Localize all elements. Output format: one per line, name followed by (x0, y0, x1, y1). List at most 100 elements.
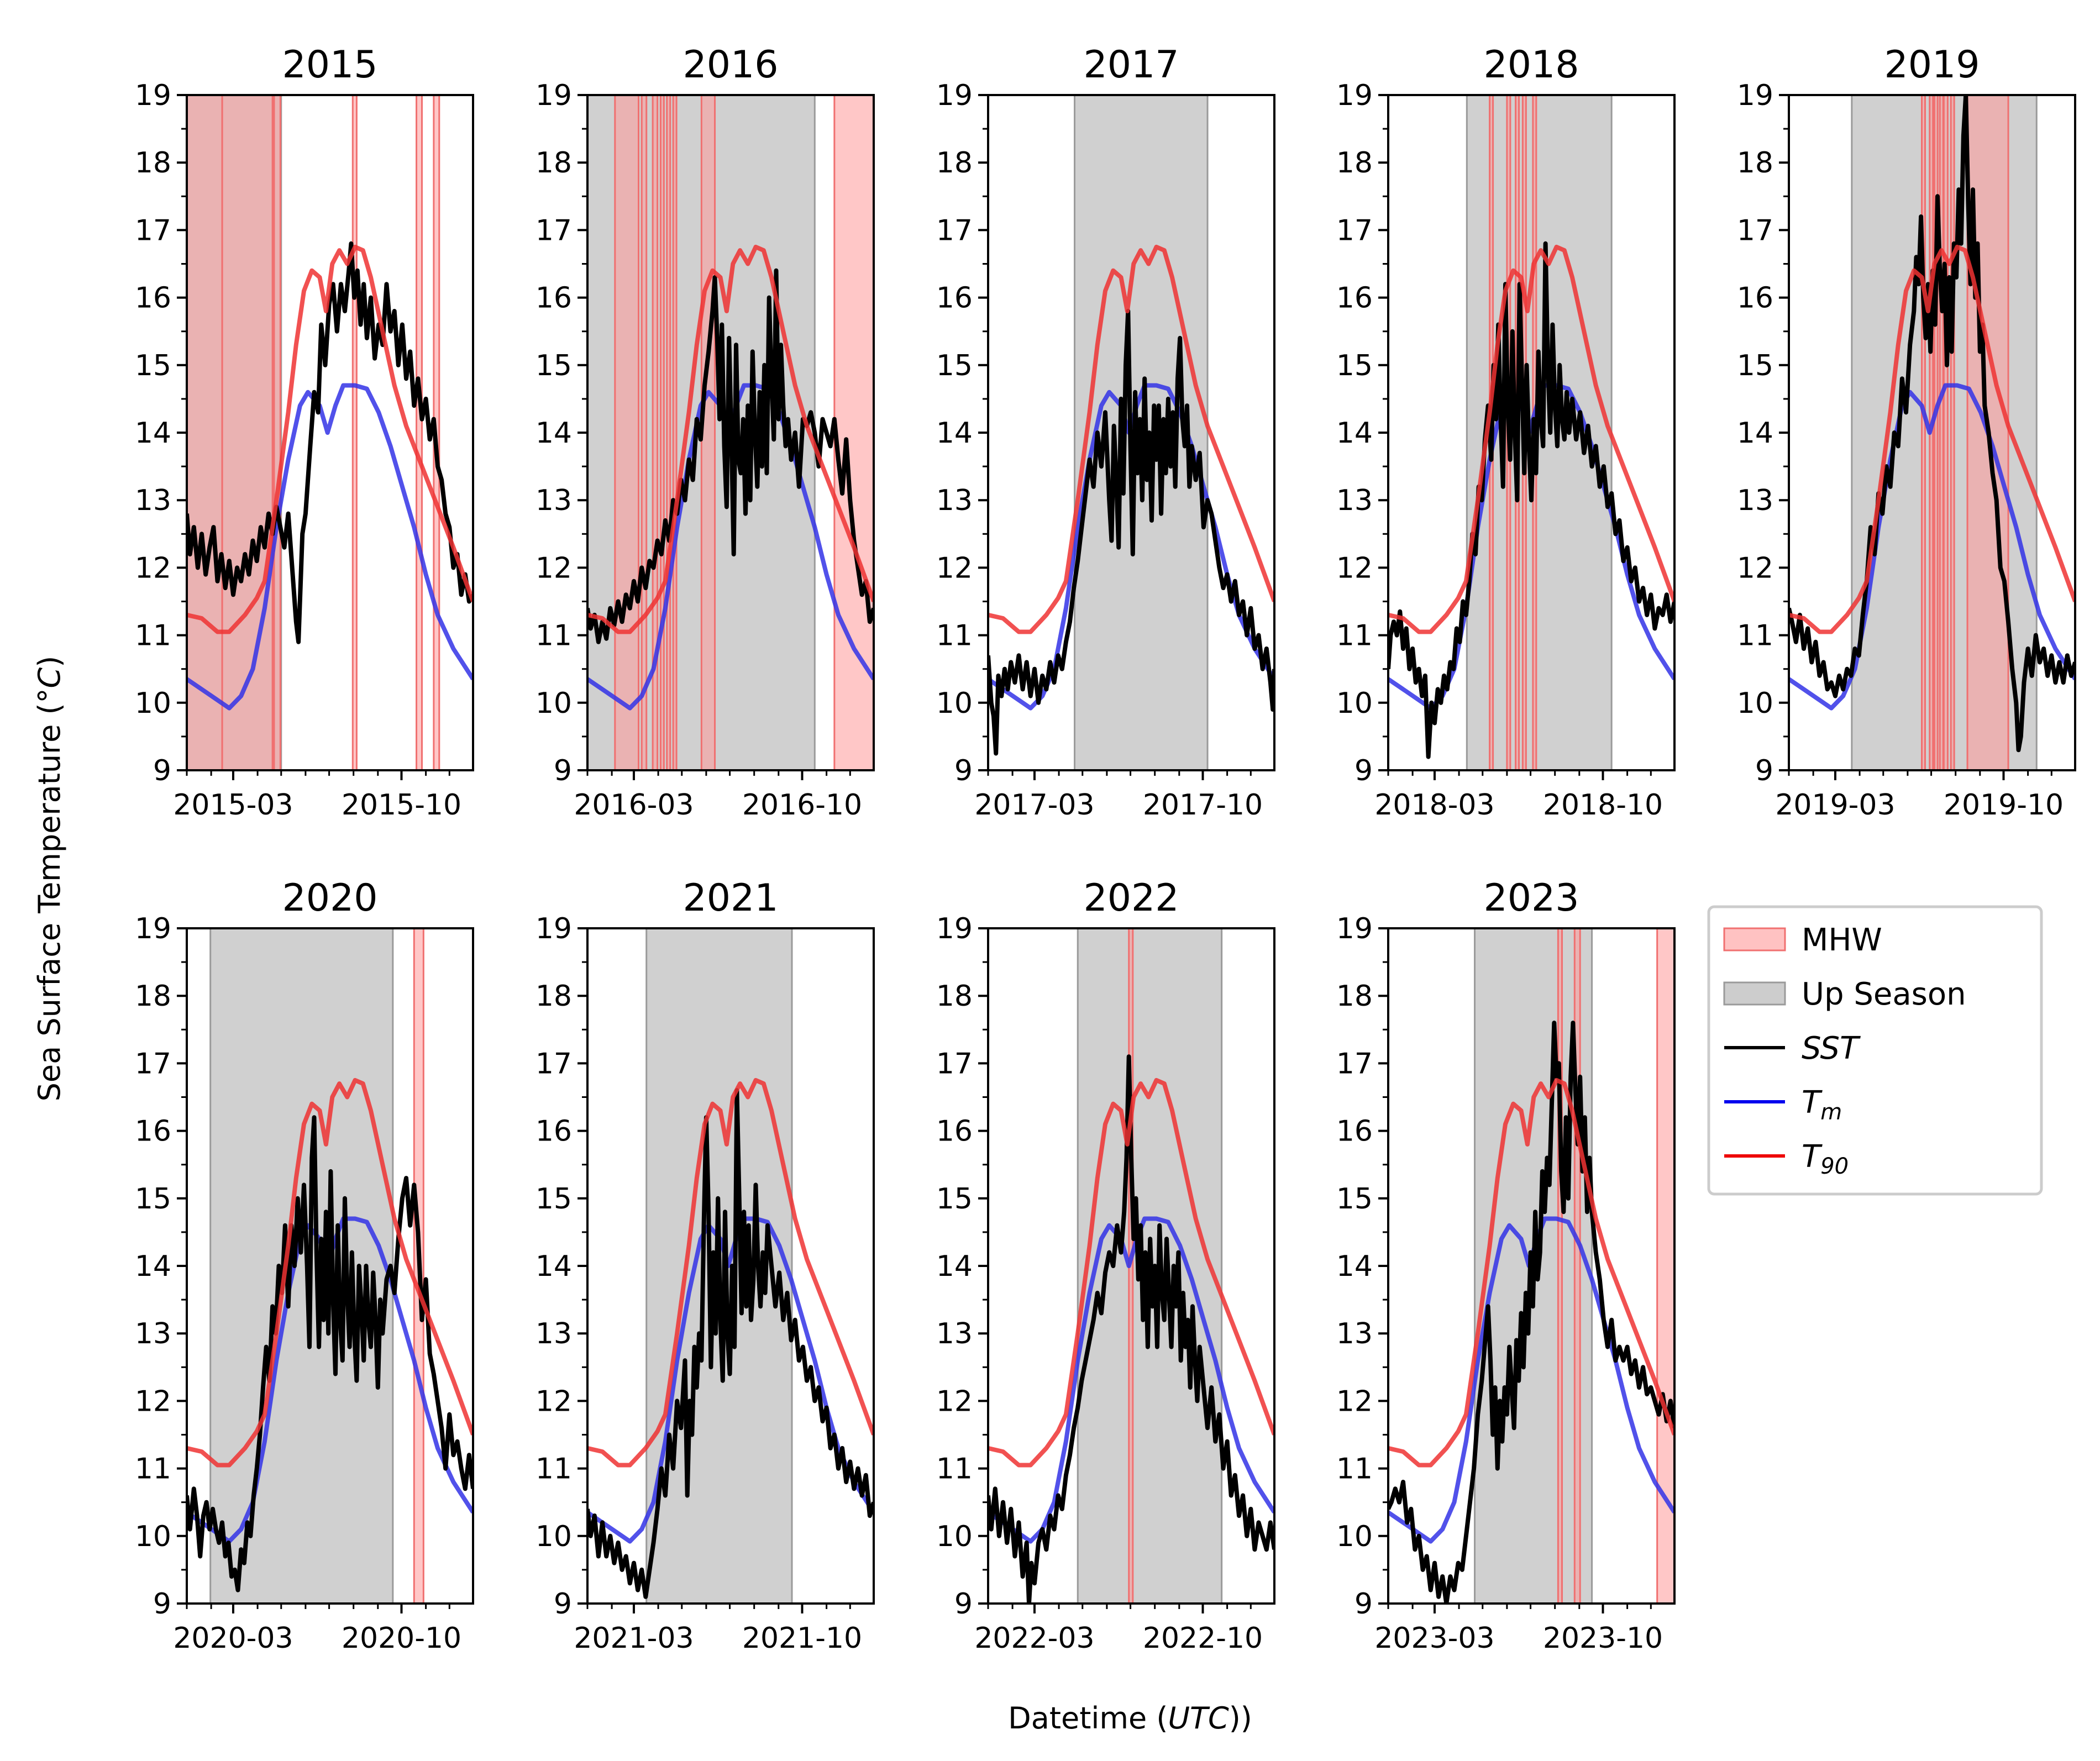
mhw-band (1933, 95, 1939, 770)
y-tick-label: 15 (936, 349, 973, 382)
x-tick-label: 2018-03 (1374, 788, 1494, 822)
y-tick-label: 15 (1737, 349, 1773, 382)
x-tick-label: 2018-10 (1543, 788, 1663, 822)
subplot-title: 2015 (282, 43, 377, 87)
y-tick-label: 10 (1336, 687, 1373, 720)
subplot-2021: 2021 9 10 11 12 13 14 15 16 17 18 19 2021-03 2021-10 (536, 876, 875, 1655)
y-tick-label: 13 (1737, 484, 1773, 517)
sst-line (1388, 241, 1674, 759)
mhw-band (614, 95, 640, 770)
mhw-band (659, 95, 665, 770)
legend-label-subscript: m (1820, 1100, 1842, 1125)
y-tick-label: 11 (936, 1453, 973, 1486)
y-tick-label: 14 (536, 417, 572, 450)
subplot-title: 2021 (683, 876, 778, 920)
y-tick-label: 17 (536, 1047, 572, 1080)
y-tick-label: 11 (936, 619, 973, 653)
mhw-band (652, 95, 659, 770)
y-tick-label: 18 (1737, 146, 1773, 180)
subplot-title: 2017 (1083, 43, 1179, 87)
y-tick-label: 12 (936, 1385, 973, 1418)
t90-line (1388, 1077, 1674, 1468)
y-tick-label: 13 (1336, 1317, 1373, 1350)
y-tick-label: 14 (135, 1250, 171, 1283)
y-tick-label: 16 (936, 282, 973, 315)
legend-swatch (1723, 927, 1786, 952)
y-tick-label: 18 (1336, 146, 1373, 180)
subplot-title: 2016 (683, 43, 778, 87)
y-tick-label: 16 (936, 1115, 973, 1148)
x-axis-label: Datetime (UTC)) (1008, 1701, 1252, 1736)
x-tick-label: 2023-10 (1543, 1622, 1663, 1655)
x-tick-label: 2016-03 (574, 788, 694, 822)
y-tick-label: 9 (554, 754, 572, 787)
y-tick-label: 9 (554, 1587, 572, 1621)
legend-label: T90 (1802, 1139, 1849, 1179)
y-tick-label: 15 (135, 1182, 171, 1216)
sst-line (1388, 1021, 1674, 1604)
up-season-band (209, 928, 394, 1604)
mhw-band (672, 95, 678, 770)
y-tick-label: 19 (1336, 912, 1373, 945)
t90-line (1388, 244, 1674, 634)
tm-line (1789, 383, 2075, 711)
x-tick-label: 2016-10 (742, 788, 862, 822)
y-tick-label: 11 (135, 619, 171, 653)
y-tick-label: 9 (1355, 1587, 1373, 1621)
y-tick-label: 13 (536, 484, 572, 517)
sst-line (187, 241, 473, 644)
legend-label: Up Season (1802, 976, 1966, 1012)
t90-line (587, 244, 874, 634)
y-tick-label: 19 (135, 79, 171, 112)
y-tick-label: 15 (536, 349, 572, 382)
y-tick-label: 18 (936, 146, 973, 180)
y-tick-label: 9 (954, 754, 973, 787)
y-tick-label: 10 (135, 687, 171, 720)
y-tick-label: 18 (936, 980, 973, 1013)
subplot-title: 2020 (282, 876, 377, 920)
x-tick-label: 2023-03 (1374, 1622, 1494, 1655)
t90-line (988, 244, 1274, 634)
sst-line (187, 1115, 473, 1592)
x-tick-label: 2015-03 (173, 788, 293, 822)
y-tick-label: 15 (936, 1182, 973, 1216)
t90-line (587, 1077, 874, 1468)
y-tick-label: 16 (536, 282, 572, 315)
y-tick-label: 9 (153, 1587, 171, 1621)
y-tick-label: 10 (135, 1520, 171, 1553)
sst-line (587, 1088, 874, 1599)
sst-line (988, 1054, 1274, 1604)
subplot-title: 2019 (1884, 43, 1980, 87)
y-tick-label: 9 (1355, 754, 1373, 787)
y-tick-label: 14 (1336, 417, 1373, 450)
y-tick-label: 16 (135, 282, 171, 315)
y-tick-label: 17 (135, 1047, 171, 1080)
y-tick-label: 10 (1737, 687, 1773, 720)
y-tick-label: 16 (1336, 1115, 1373, 1148)
mhw-band (1943, 95, 1949, 770)
x-tick-label: 2021-10 (742, 1622, 862, 1655)
y-tick-label: 19 (1737, 79, 1773, 112)
y-tick-label: 10 (536, 687, 572, 720)
legend-item: T90 (1724, 1139, 1849, 1179)
subplot-title: 2022 (1083, 876, 1179, 920)
y-tick-label: 17 (1737, 214, 1773, 247)
x-tick-label: 2019-03 (1775, 788, 1895, 822)
y-tick-label: 10 (936, 687, 973, 720)
y-tick-label: 15 (1336, 1182, 1373, 1216)
mhw-band (641, 95, 648, 770)
y-tick-label: 12 (1737, 551, 1773, 585)
y-tick-label: 13 (936, 484, 973, 517)
y-tick-label: 13 (936, 1317, 973, 1350)
y-tick-label: 18 (536, 980, 572, 1013)
legend-label-subscript: 90 (1820, 1154, 1849, 1179)
y-tick-label: 15 (536, 1182, 572, 1216)
x-tick-label: 2017-03 (974, 788, 1094, 822)
y-tick-label: 19 (1336, 79, 1373, 112)
y-tick-label: 17 (1336, 214, 1373, 247)
tm-line (187, 383, 473, 711)
y-tick-label: 13 (135, 484, 171, 517)
y-tick-label: 19 (536, 79, 572, 112)
